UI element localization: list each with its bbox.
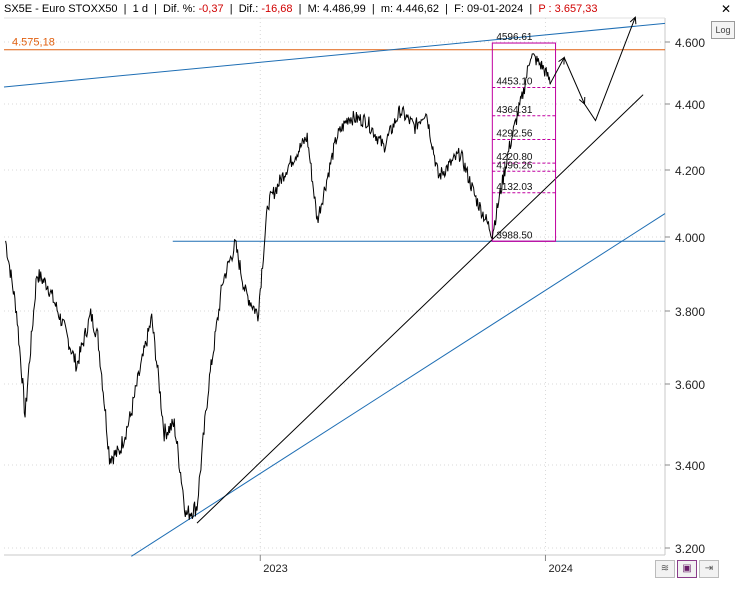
price-series-path (5, 53, 552, 520)
fibonacci-level-label: 4453.10 (496, 77, 533, 88)
price-series (5, 53, 552, 520)
fibonacci-level-label: 4132.03 (496, 182, 533, 193)
fibonacci-level-label: 3988.50 (496, 230, 533, 241)
chart-toolbar: ≋ ▣ ⇥ (655, 560, 719, 578)
projection-arrowhead (558, 56, 565, 65)
projection-arrowhead (578, 96, 586, 106)
max-value: 4.486,99 (322, 3, 366, 15)
symbol-name: SX5E - Euro STOXX50 (4, 3, 118, 15)
price-value: 3.657,33 (554, 3, 598, 15)
fibonacci-level-label: 4596.61 (496, 32, 533, 43)
y-tick-label: 4.400 (675, 98, 705, 112)
fibonacci-level-label: 4220.80 (496, 152, 533, 163)
channel-line (3, 22, 666, 88)
y-tick-label: 3.600 (675, 378, 705, 392)
channel-line (131, 213, 666, 557)
y-tick-label: 3.200 (675, 542, 705, 556)
date-value: 09-01-2024 (466, 3, 524, 15)
log-scale-button[interactable]: Log (711, 21, 735, 39)
scroll-end-button[interactable]: ⇥ (699, 560, 719, 578)
y-tick-label: 3.400 (675, 459, 705, 473)
chart-type-button[interactable]: ▣ (677, 560, 697, 578)
y-tick-label: 3.800 (675, 305, 705, 319)
y-tick-label: 4.000 (675, 231, 705, 245)
y-tick-label: 4.200 (675, 164, 705, 178)
period: 1 d (132, 3, 148, 15)
x-tick-label: 2023 (263, 563, 287, 575)
chart-header: SX5E - Euro STOXX50 | 1 d | Dif. %: -0,3… (4, 3, 598, 15)
y-tick-label: 4.600 (675, 36, 705, 50)
date-label: F: (454, 3, 464, 15)
diff-value: -16,68 (261, 3, 293, 15)
min-label: m: (380, 3, 394, 15)
price-line-label: 4.575,18 (12, 37, 55, 49)
diff-pct-label: Dif. %: (163, 3, 196, 15)
fibonacci-level-label: 4292.56 (496, 128, 533, 139)
trend-line (196, 94, 644, 524)
fibonacci-level-label: 4364.31 (496, 105, 533, 116)
max-label: M: (307, 3, 320, 15)
projection-arrowhead (629, 16, 637, 25)
close-icon[interactable]: ✕ (720, 2, 732, 16)
fibonacci-level-label: 4196.26 (496, 160, 533, 171)
diff-label: Dif.: (238, 3, 259, 15)
x-tick-label: 2024 (548, 563, 572, 575)
compress-button[interactable]: ≋ (655, 560, 675, 578)
min-value: 4.446,62 (396, 3, 439, 15)
fibonacci-box (491, 42, 557, 242)
price-label: P : (538, 3, 552, 15)
diff-pct-value: -0,37 (198, 3, 224, 15)
